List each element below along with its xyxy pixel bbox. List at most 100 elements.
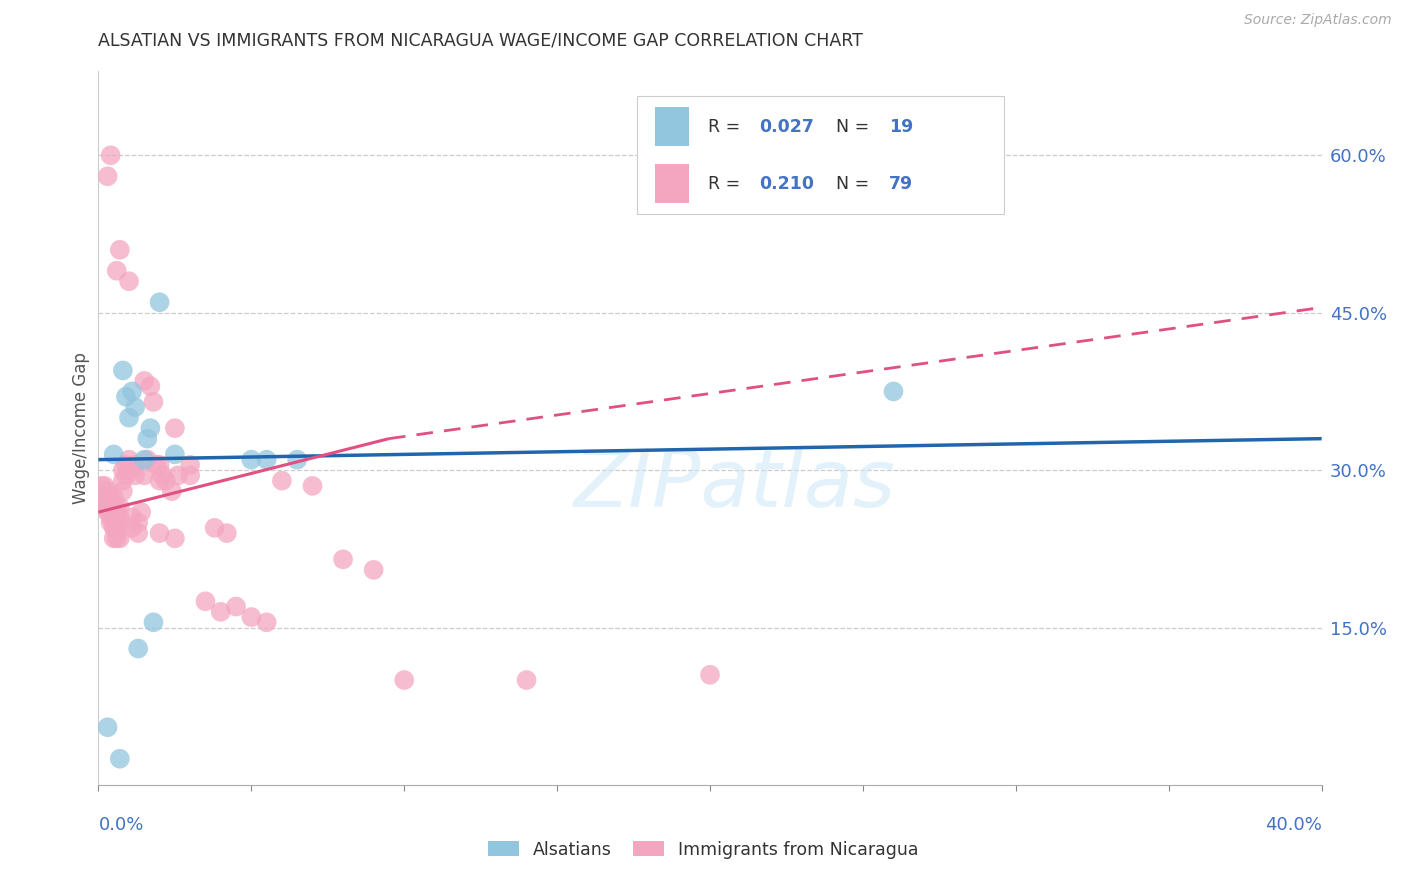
Text: R =: R = xyxy=(707,175,745,193)
Point xyxy=(111,474,134,488)
Point xyxy=(118,410,141,425)
Point xyxy=(225,599,247,614)
Point xyxy=(240,610,263,624)
Point xyxy=(256,452,278,467)
Point xyxy=(103,489,125,503)
Point xyxy=(108,510,131,524)
Point xyxy=(100,489,122,503)
Point xyxy=(115,468,138,483)
Point xyxy=(134,452,156,467)
Point xyxy=(100,148,122,162)
Point xyxy=(105,521,128,535)
Point xyxy=(516,673,538,687)
Point xyxy=(160,484,183,499)
Point xyxy=(215,526,238,541)
Text: 0.0%: 0.0% xyxy=(98,816,143,834)
Point xyxy=(97,494,120,508)
Point xyxy=(179,458,201,472)
Point xyxy=(136,452,159,467)
Text: 0.027: 0.027 xyxy=(759,118,814,136)
Point xyxy=(105,510,128,524)
Point xyxy=(105,532,128,546)
Point xyxy=(103,510,125,524)
Text: N =: N = xyxy=(837,118,875,136)
Point xyxy=(167,468,190,483)
Point xyxy=(108,752,131,766)
Point xyxy=(105,264,128,278)
Point xyxy=(90,489,112,503)
Point xyxy=(142,395,165,409)
Text: N =: N = xyxy=(837,175,875,193)
Point xyxy=(240,452,263,467)
Point xyxy=(108,500,131,514)
Point xyxy=(93,500,115,514)
Point xyxy=(285,452,308,467)
Point xyxy=(270,474,292,488)
Point xyxy=(363,563,385,577)
Point xyxy=(100,500,122,514)
Point xyxy=(149,458,172,472)
Point xyxy=(103,500,125,514)
Point xyxy=(115,458,138,472)
Point xyxy=(97,505,120,519)
Point xyxy=(97,720,120,734)
Point xyxy=(163,447,186,461)
Point xyxy=(124,458,146,472)
Point xyxy=(152,468,174,483)
Point xyxy=(883,384,905,399)
Point xyxy=(139,421,162,435)
Point xyxy=(163,421,186,435)
Point xyxy=(100,510,122,524)
Point xyxy=(108,532,131,546)
Point xyxy=(127,526,149,541)
Point xyxy=(93,479,115,493)
Text: 19: 19 xyxy=(889,118,912,136)
Point xyxy=(127,516,149,530)
Point xyxy=(134,468,156,483)
Point xyxy=(111,463,134,477)
Bar xyxy=(655,107,689,146)
Point xyxy=(103,532,125,546)
Point xyxy=(111,363,134,377)
Point xyxy=(121,521,143,535)
Point xyxy=(149,295,172,310)
Point xyxy=(121,510,143,524)
Point xyxy=(121,384,143,399)
Point xyxy=(129,505,152,519)
Legend: Alsatians, Immigrants from Nicaragua: Alsatians, Immigrants from Nicaragua xyxy=(481,834,925,865)
Point xyxy=(142,615,165,630)
Point xyxy=(108,521,131,535)
Point xyxy=(179,468,201,483)
Point xyxy=(149,526,172,541)
Point xyxy=(103,447,125,461)
Point xyxy=(111,484,134,499)
Point xyxy=(118,274,141,288)
Point xyxy=(139,379,162,393)
Point xyxy=(108,243,131,257)
Point xyxy=(90,479,112,493)
Point xyxy=(118,452,141,467)
Point xyxy=(134,374,156,388)
Point xyxy=(105,500,128,514)
Point xyxy=(145,458,167,472)
Point xyxy=(301,479,323,493)
Point xyxy=(103,521,125,535)
Point xyxy=(392,673,416,687)
Point xyxy=(149,474,172,488)
Point xyxy=(155,474,177,488)
Text: 40.0%: 40.0% xyxy=(1265,816,1322,834)
Text: Source: ZipAtlas.com: Source: ZipAtlas.com xyxy=(1244,13,1392,28)
Point xyxy=(118,463,141,477)
Point xyxy=(699,667,721,681)
Text: 79: 79 xyxy=(889,175,912,193)
Text: R =: R = xyxy=(707,118,745,136)
Point xyxy=(194,594,217,608)
Y-axis label: Wage/Income Gap: Wage/Income Gap xyxy=(72,352,90,504)
Point xyxy=(136,432,159,446)
Point xyxy=(127,641,149,656)
Point xyxy=(115,390,138,404)
Point xyxy=(163,532,186,546)
Point xyxy=(97,169,120,184)
Point xyxy=(256,615,278,630)
Point xyxy=(124,400,146,414)
